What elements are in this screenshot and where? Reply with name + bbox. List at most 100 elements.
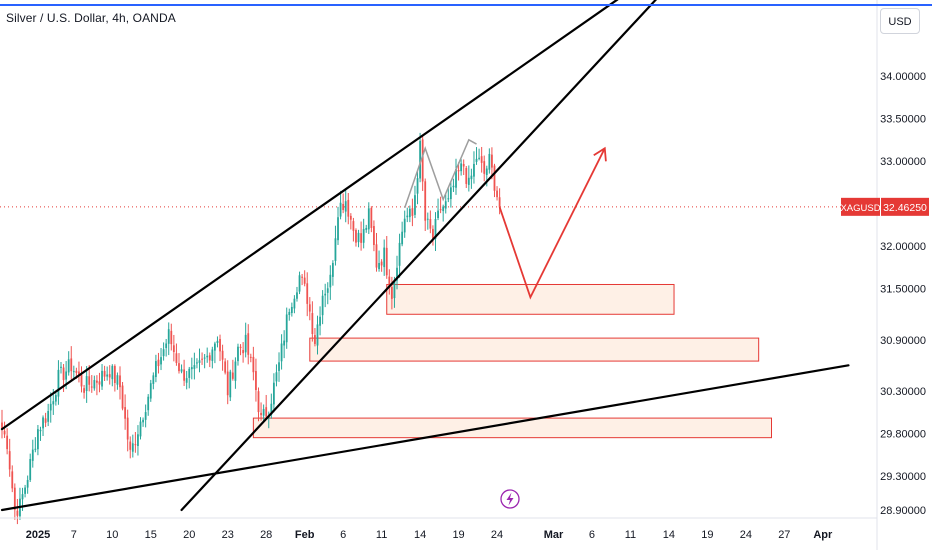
event-marker[interactable]: [500, 489, 520, 509]
candle[interactable]: [198, 348, 201, 373]
candle[interactable]: [365, 224, 368, 233]
candle[interactable]: [137, 425, 139, 456]
candle[interactable]: [201, 352, 203, 365]
candle[interactable]: [54, 392, 57, 406]
candle[interactable]: [96, 375, 98, 396]
candle[interactable]: [252, 346, 255, 381]
candle[interactable]: [139, 417, 142, 440]
candle[interactable]: [470, 168, 473, 189]
candle[interactable]: [185, 370, 188, 390]
candle[interactable]: [375, 232, 378, 272]
candle[interactable]: [196, 358, 198, 369]
candle[interactable]: [11, 465, 14, 493]
candle[interactable]: [426, 212, 429, 230]
candle[interactable]: [37, 425, 39, 456]
candle[interactable]: [231, 359, 234, 381]
candle[interactable]: [247, 324, 250, 365]
candle[interactable]: [434, 212, 437, 251]
candle[interactable]: [219, 334, 221, 362]
candle[interactable]: [255, 358, 257, 402]
candle[interactable]: [211, 346, 214, 369]
candle[interactable]: [108, 365, 111, 385]
candle[interactable]: [172, 334, 175, 362]
supply-demand-zone-2[interactable]: [309, 337, 760, 362]
candle[interactable]: [347, 192, 350, 225]
candle[interactable]: [301, 273, 304, 286]
candle[interactable]: [16, 498, 19, 525]
candle[interactable]: [178, 353, 180, 374]
candle[interactable]: [175, 343, 178, 366]
candle[interactable]: [388, 269, 391, 295]
candle[interactable]: [467, 165, 470, 192]
candle[interactable]: [367, 202, 370, 235]
candle[interactable]: [83, 384, 85, 399]
candle[interactable]: [34, 437, 37, 453]
candle[interactable]: [398, 233, 401, 278]
candle[interactable]: [44, 412, 47, 428]
candle[interactable]: [437, 198, 439, 221]
candle[interactable]: [183, 359, 186, 386]
candle[interactable]: [411, 198, 414, 227]
candle[interactable]: [493, 163, 496, 198]
candle[interactable]: [180, 364, 183, 374]
candle[interactable]: [226, 360, 229, 405]
candle[interactable]: [283, 330, 286, 359]
candle[interactable]: [424, 178, 427, 232]
candle[interactable]: [119, 366, 121, 400]
projection-path[interactable]: [498, 147, 606, 300]
candle[interactable]: [473, 151, 475, 184]
candle[interactable]: [319, 306, 321, 336]
candle[interactable]: [483, 155, 486, 182]
candle[interactable]: [142, 417, 144, 427]
candle[interactable]: [262, 404, 265, 421]
candle[interactable]: [355, 228, 357, 247]
candle[interactable]: [478, 148, 480, 161]
candle[interactable]: [39, 426, 42, 441]
candle[interactable]: [357, 229, 360, 248]
supply-demand-zone-1[interactable]: [386, 283, 675, 315]
candle[interactable]: [190, 357, 193, 380]
candle[interactable]: [216, 336, 219, 348]
candle[interactable]: [432, 225, 434, 246]
candle[interactable]: [421, 134, 424, 191]
candle[interactable]: [429, 210, 432, 234]
candle[interactable]: [126, 409, 129, 452]
candle[interactable]: [285, 307, 288, 349]
candle[interactable]: [475, 147, 478, 165]
candle[interactable]: [239, 344, 242, 356]
candle[interactable]: [362, 218, 365, 249]
candle[interactable]: [93, 375, 96, 391]
candle[interactable]: [24, 484, 26, 498]
candle[interactable]: [406, 207, 409, 223]
candle[interactable]: [303, 270, 306, 287]
candle[interactable]: [344, 190, 347, 223]
candle[interactable]: [298, 271, 301, 295]
gray-path-drawing[interactable]: [403, 138, 477, 209]
candle[interactable]: [113, 364, 116, 392]
candle[interactable]: [31, 439, 34, 468]
candle[interactable]: [491, 147, 493, 180]
candle[interactable]: [321, 290, 324, 325]
candle[interactable]: [131, 434, 134, 458]
candle[interactable]: [157, 352, 160, 374]
candle[interactable]: [85, 366, 88, 403]
candle[interactable]: [383, 239, 386, 276]
candle[interactable]: [308, 297, 311, 321]
candle[interactable]: [144, 404, 147, 428]
candle[interactable]: [29, 453, 32, 482]
candle[interactable]: [337, 206, 339, 245]
candle[interactable]: [221, 344, 224, 371]
candle[interactable]: [260, 402, 262, 421]
candle[interactable]: [293, 295, 296, 314]
candle[interactable]: [498, 188, 501, 215]
candle[interactable]: [311, 301, 314, 342]
candle[interactable]: [329, 265, 332, 300]
candle[interactable]: [165, 338, 168, 357]
candle[interactable]: [349, 213, 352, 230]
candle[interactable]: [121, 382, 124, 411]
candle[interactable]: [134, 431, 137, 453]
candle[interactable]: [237, 343, 239, 366]
candle[interactable]: [403, 210, 406, 238]
candle[interactable]: [3, 421, 6, 438]
